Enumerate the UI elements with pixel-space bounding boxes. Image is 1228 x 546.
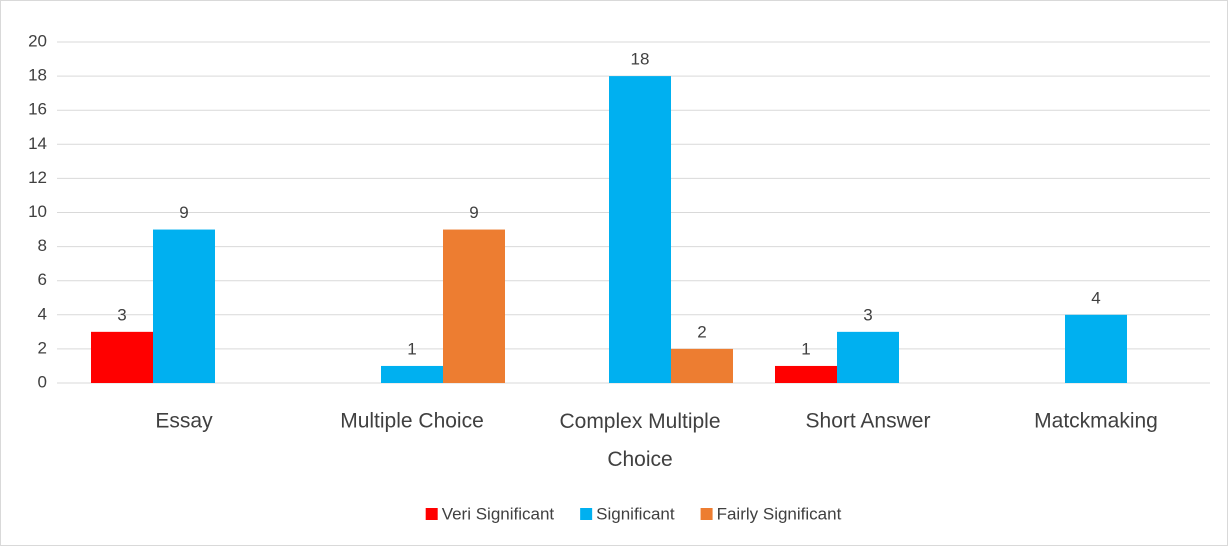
bar [609,76,671,383]
x-tick-label-line: Choice [607,448,672,471]
legend-swatch [580,508,593,520]
x-tick-label: Matckmaking [1034,410,1158,433]
legend-label: Significant [596,504,675,523]
bar [775,365,837,383]
data-label: 3 [117,305,126,324]
data-label: 9 [179,203,188,222]
bar [443,229,505,383]
bar [153,229,215,383]
x-tick-label: Short Answer [806,410,931,433]
legend-swatch [425,508,438,520]
x-tick-label-line: Complex Multiple [559,410,720,433]
legend: Veri Significant Significant Fairly Signif… [425,504,842,523]
data-label: 4 [1091,288,1100,307]
legend-label: Fairly Significant [717,504,842,523]
bar [1065,314,1127,383]
x-tick-label: Essay [155,410,213,433]
y-tick-label: 12 [28,168,47,187]
x-tick-label: Multiple Choice [340,410,484,433]
legend-label: Veri Significant [442,504,555,523]
y-tick-label: 16 [28,100,47,119]
data-label: 1 [801,339,810,358]
x-tick-label: Complex Multiple Choice [559,410,720,471]
y-tick-label: 20 [28,31,47,50]
y-tick-label: 8 [38,236,47,255]
y-tick-label: 14 [28,134,47,153]
y-tick-label: 4 [38,304,47,323]
y-tick-label: 18 [28,66,47,85]
y-tick-label: 0 [38,372,47,391]
bar [91,331,153,383]
bar [381,365,443,383]
data-label: 9 [469,203,478,222]
y-tick-label: 10 [28,202,47,221]
data-label: 1 [407,339,416,358]
data-label: 2 [697,322,706,341]
bar [671,348,733,383]
legend-swatch [700,508,713,520]
y-tick-label: 2 [38,338,47,357]
bar [837,331,899,383]
data-label: 18 [631,50,650,69]
data-label: 3 [863,305,872,324]
y-tick-label: 6 [38,270,47,289]
